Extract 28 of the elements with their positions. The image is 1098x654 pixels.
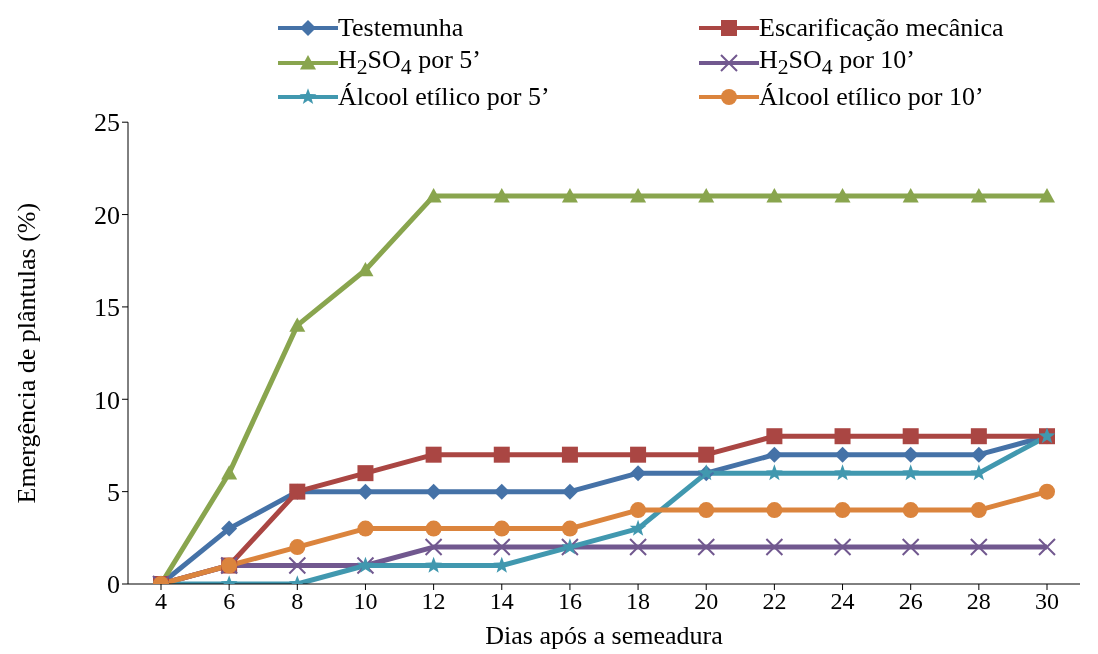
x-tick-label: 22 [762,588,787,615]
x-tick-label: 10 [353,588,378,615]
x-tick-label: 14 [489,588,514,615]
x-tick-label: 18 [626,588,651,615]
legend-label: Álcool etílico por 5’ [338,82,550,113]
x-tick-label: 26 [898,588,923,615]
x-tick-label: 24 [830,588,855,615]
y-tick-label: 15 [94,293,120,323]
x-tick-label: 20 [694,588,719,615]
x-tick-label: 28 [966,588,991,615]
x-tick-label: 6 [223,588,236,615]
x-tick-label: 16 [557,588,582,615]
legend-label: H$_{2}$SO$_{4}$ por 10’ [759,45,916,81]
legend-label: Testemunha [338,13,464,43]
x-axis-title: Dias após a semeadura [485,621,724,651]
y-axis-title: Emergência de plântulas (%) [12,202,42,504]
y-tick-label: 25 [94,108,120,138]
y-tick-label: 5 [107,477,120,507]
y-tick-label: 10 [94,385,120,415]
legend-label: H$_{2}$SO$_{4}$ por 5’ [338,45,482,81]
x-tick-label: 8 [291,588,304,615]
y-tick-label: 0 [107,570,120,600]
legend-label: Álcool etílico por 10’ [759,82,984,113]
y-tick-label: 20 [94,200,120,230]
x-tick-label: 30 [1035,588,1059,615]
x-tick-label: 4 [155,588,167,615]
legend-label: Escarificação mecânica [759,13,1004,43]
x-tick-label: 12 [421,588,446,615]
